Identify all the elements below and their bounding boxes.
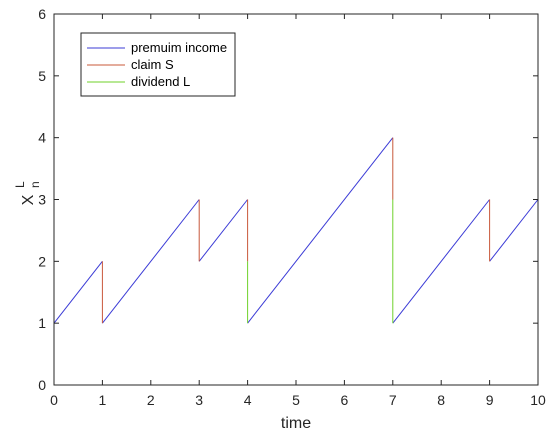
y-axis-label: X L n [13, 181, 42, 205]
x-tick-label: 8 [437, 392, 445, 408]
series-layer [53, 137, 539, 324]
x-tick-label: 9 [486, 392, 494, 408]
legend-label-dividend-l: dividend L [131, 74, 190, 89]
x-tick-label: 5 [292, 392, 300, 408]
x-tick-label: 1 [99, 392, 107, 408]
y-axis-label-base: X [20, 194, 37, 205]
y-axis-label-subscript: n [28, 181, 42, 188]
legend-label-premuim-income: premuim income [131, 40, 227, 55]
y-tick-label: 1 [38, 315, 46, 331]
y-tick-label: 0 [38, 377, 46, 393]
series-premuim-income-segment-1 [102, 199, 200, 324]
x-tick-label: 4 [244, 392, 252, 408]
y-tick-label: 4 [38, 130, 46, 146]
y-tick-label: 6 [38, 6, 46, 22]
legend: premuim income claim S dividend L [80, 32, 236, 97]
series-claim-s [101, 137, 491, 324]
series-premuim-income [53, 137, 539, 324]
series-premuim-income-segment-5 [489, 199, 539, 262]
ticks-layer: 0 1 2 3 4 5 6 7 8 9 10 0 1 2 3 4 5 6 [38, 6, 546, 408]
x-tick-label: 3 [195, 392, 203, 408]
svg-text:X: X [20, 194, 37, 205]
x-tick-label: 10 [530, 392, 546, 408]
y-tick-label: 2 [38, 253, 46, 269]
x-tick-label: 0 [50, 392, 58, 408]
y-tick-label: 5 [38, 68, 46, 84]
series-dividend-l [247, 199, 394, 324]
y-tick-label: 3 [38, 192, 46, 208]
x-tick-label: 2 [147, 392, 155, 408]
legend-label-claim-s: claim S [131, 57, 174, 72]
y-axis-label-superscript: L [13, 181, 27, 188]
series-premuim-income-segment-2 [198, 199, 248, 262]
series-premuim-income-segment-0 [53, 261, 103, 324]
series-premuim-income-segment-4 [392, 199, 490, 324]
x-tick-label: 7 [389, 392, 397, 408]
x-tick-label: 6 [341, 392, 349, 408]
x-axis-label: time [281, 415, 311, 432]
series-premuim-income-segment-3 [247, 137, 394, 324]
